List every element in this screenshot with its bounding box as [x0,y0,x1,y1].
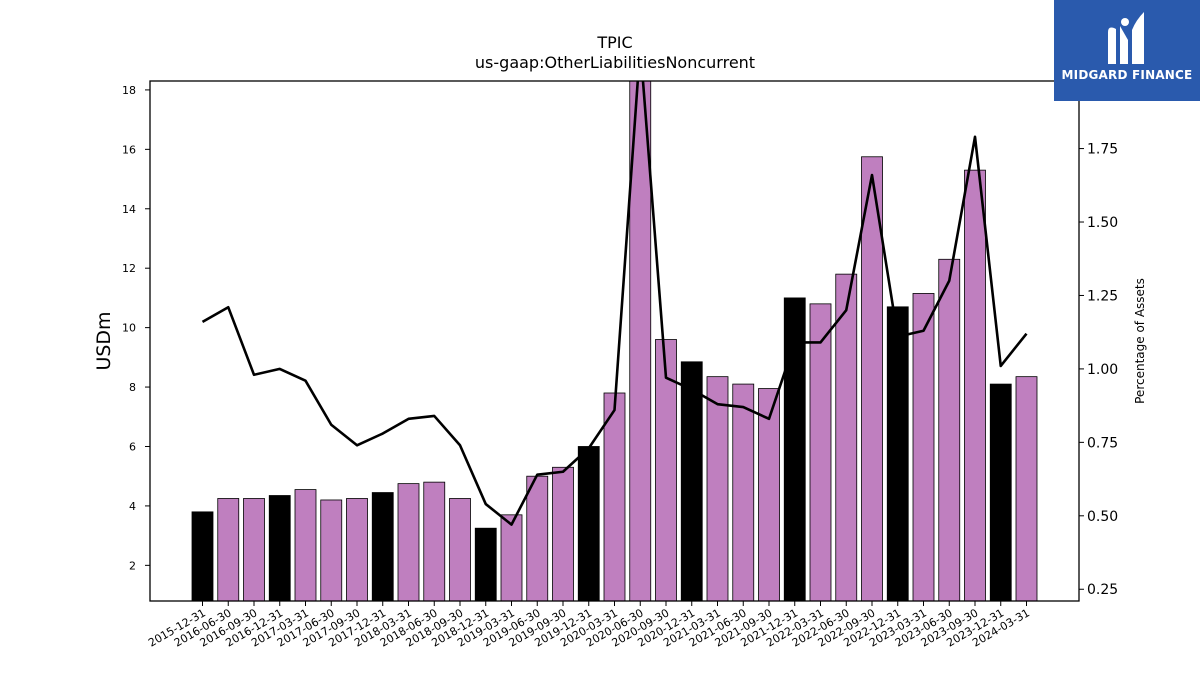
bar-2018-09-30 [449,498,471,601]
y-tick-label-18: 18 [122,84,136,97]
y2-tick-label-1.50: 1.50 [1087,215,1118,231]
percent-of-assets-line [201,81,1028,526]
bar-2019-03-31 [500,514,523,601]
bar-2019-06-30 [526,475,549,601]
bar-2020-09-30 [655,339,677,601]
bar-2018-06-30 [423,481,446,601]
y2-axis-label: Percentage of Assets [1133,278,1147,404]
bar-2022-12-31 [886,306,909,601]
bar-2015-12-31 [191,511,214,601]
bar-2018-03-31 [397,483,420,601]
y-tick-label-12: 12 [122,262,136,275]
brand-logo: MIDGARD FINANCE [1054,0,1200,101]
bar-2022-03-31 [809,303,832,601]
bar-2022-09-30 [861,156,883,601]
bar-2020-03-31 [603,392,626,601]
bar-2023-09-30 [964,169,986,601]
bar-2017-09-30 [346,498,368,601]
y2-tick-label-0.25: 0.25 [1087,582,1118,598]
y2-tick-label-1.25: 1.25 [1087,288,1118,304]
line-layer [201,81,1028,526]
bar-2016-06-30 [217,498,240,601]
y-axis-label: USDm [93,311,115,370]
y-tick-label-4: 4 [129,500,136,513]
bar-2016-12-31 [268,495,291,601]
bar-2017-03-31 [294,489,317,601]
midgard-logo-icon [1108,12,1144,64]
bar-2017-12-31 [371,492,394,601]
bars-layer [191,81,1038,601]
y-tick-label-6: 6 [129,440,136,453]
bar-2023-12-31 [989,383,1012,601]
bar-2021-12-31 [783,297,806,601]
y-tick-label-2: 2 [129,559,136,572]
bar-2018-12-31 [474,527,497,601]
y-tick-label-8: 8 [129,381,136,394]
y2-tick-label-1.00: 1.00 [1087,362,1118,378]
y-tick-label-10: 10 [122,322,136,335]
bar-2023-03-31 [912,293,935,601]
bar-2020-12-31 [680,361,703,601]
bar-2024-03-31 [1015,376,1038,601]
bar-2021-06-30 [732,383,755,601]
bar-2021-09-30 [758,388,780,601]
y2-tick-label-1.75: 1.75 [1087,142,1118,158]
bar-2021-03-31 [706,376,729,601]
bar-2020-06-30 [629,81,652,601]
y2-tick-label-0.50: 0.50 [1087,509,1118,525]
bar-2019-12-31 [577,446,600,601]
chart-title: TPIC [596,33,632,52]
chart-subtitle: us-gaap:OtherLiabilitiesNoncurrent [475,53,755,72]
bar-2017-06-30 [320,499,343,601]
bar-2016-09-30 [243,498,265,601]
y-tick-label-14: 14 [122,203,136,216]
y2-tick-label-0.75: 0.75 [1087,435,1118,451]
brand-name: MIDGARD FINANCE [1061,68,1193,82]
y-tick-label-16: 16 [122,143,136,156]
bar-2023-06-30 [938,258,961,601]
bar-2019-09-30 [552,466,574,601]
bar-2022-06-30 [835,273,858,601]
